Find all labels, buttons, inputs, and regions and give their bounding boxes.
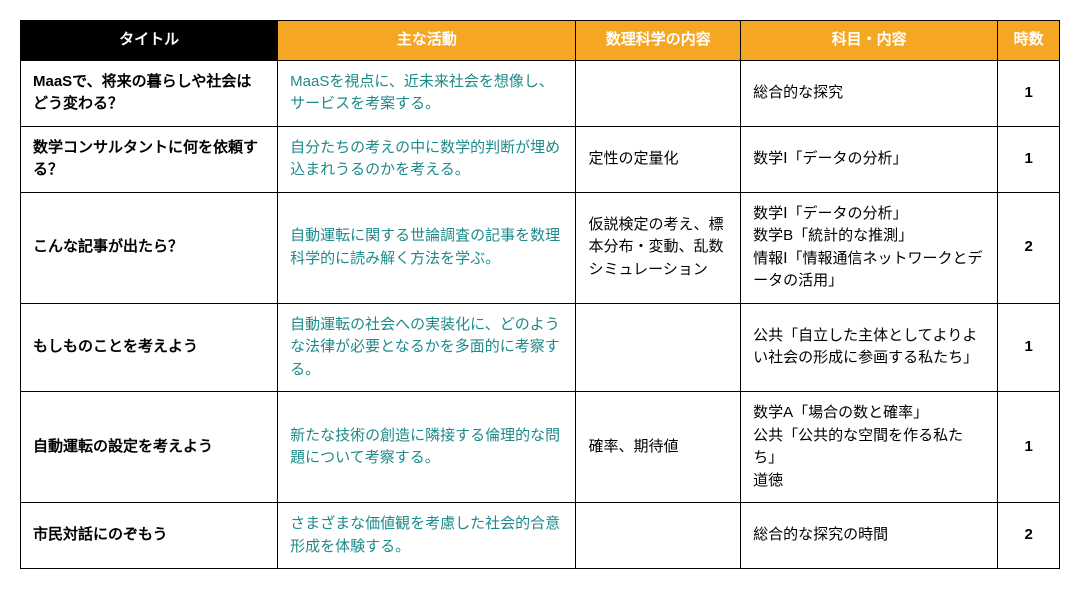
cell-math [576,303,741,392]
cell-activity: 自動運転の社会への実装化に、どのような法律が必要となるかを多面的に考察する。 [278,303,576,392]
table-row: MaaSで、将来の暮らしや社会はどう変わる？MaaSを視点に、近未来社会を想像し… [21,60,1060,126]
curriculum-table: タイトル 主な活動 数理科学の内容 科目・内容 時数 MaaSで、将来の暮らしや… [20,20,1060,569]
cell-activity: 自動運転に関する世論調査の記事を数理科学的に読み解く方法を学ぶ。 [278,192,576,303]
table-row: こんな記事が出たら？自動運転に関する世論調査の記事を数理科学的に読み解く方法を学… [21,192,1060,303]
cell-hours: 1 [998,126,1060,192]
cell-hours: 2 [998,503,1060,569]
table-row: もしものことを考えよう自動運転の社会への実装化に、どのような法律が必要となるかを… [21,303,1060,392]
cell-subject: 公共「自立した主体としてよりよい社会の形成に参画する私たち」 [741,303,998,392]
cell-title: もしものことを考えよう [21,303,278,392]
cell-title: 自動運転の設定を考えよう [21,392,278,503]
cell-activity: さまざまな価値観を考慮した社会的合意形成を体験する。 [278,503,576,569]
table-row: 数学コンサルタントに何を依頼する？自分たちの考えの中に数学的判断が埋め込まれうる… [21,126,1060,192]
cell-subject: 数学A「場合の数と確率」公共「公共的な空間を作る私たち」道徳 [741,392,998,503]
cell-title: MaaSで、将来の暮らしや社会はどう変わる？ [21,60,278,126]
header-activity: 主な活動 [278,21,576,61]
cell-title: こんな記事が出たら？ [21,192,278,303]
cell-subject: 数学Ⅰ「データの分析」 [741,126,998,192]
table-row: 自動運転の設定を考えよう新たな技術の創造に隣接する倫理的な問題について考察する。… [21,392,1060,503]
cell-subject: 総合的な探究 [741,60,998,126]
table-header: タイトル 主な活動 数理科学の内容 科目・内容 時数 [21,21,1060,61]
header-row: タイトル 主な活動 数理科学の内容 科目・内容 時数 [21,21,1060,61]
header-title: タイトル [21,21,278,61]
cell-activity: 自分たちの考えの中に数学的判断が埋め込まれうるのかを考える。 [278,126,576,192]
cell-math: 定性の定量化 [576,126,741,192]
cell-hours: 1 [998,392,1060,503]
cell-activity: MaaSを視点に、近未来社会を想像し、サービスを考案する。 [278,60,576,126]
header-hours: 時数 [998,21,1060,61]
cell-math: 確率、期待値 [576,392,741,503]
table-row: 市民対話にのぞもうさまざまな価値観を考慮した社会的合意形成を体験する。 総合的な探… [21,503,1060,569]
table-body: MaaSで、将来の暮らしや社会はどう変わる？MaaSを視点に、近未来社会を想像し… [21,60,1060,569]
cell-hours: 2 [998,192,1060,303]
cell-title: 市民対話にのぞもう [21,503,278,569]
cell-subject: 数学Ⅰ「データの分析」数学B「統計的な推測」情報Ⅰ「情報通信ネットワークとデータ… [741,192,998,303]
cell-activity: 新たな技術の創造に隣接する倫理的な問題について考察する。 [278,392,576,503]
cell-title: 数学コンサルタントに何を依頼する？ [21,126,278,192]
cell-hours: 1 [998,60,1060,126]
cell-hours: 1 [998,303,1060,392]
cell-math [576,60,741,126]
curriculum-table-container: タイトル 主な活動 数理科学の内容 科目・内容 時数 MaaSで、将来の暮らしや… [20,20,1060,569]
header-math: 数理科学の内容 [576,21,741,61]
cell-math [576,503,741,569]
cell-math: 仮説検定の考え、標本分布・変動、乱数シミュレーション [576,192,741,303]
header-subject: 科目・内容 [741,21,998,61]
cell-subject: 総合的な探究の時間 [741,503,998,569]
